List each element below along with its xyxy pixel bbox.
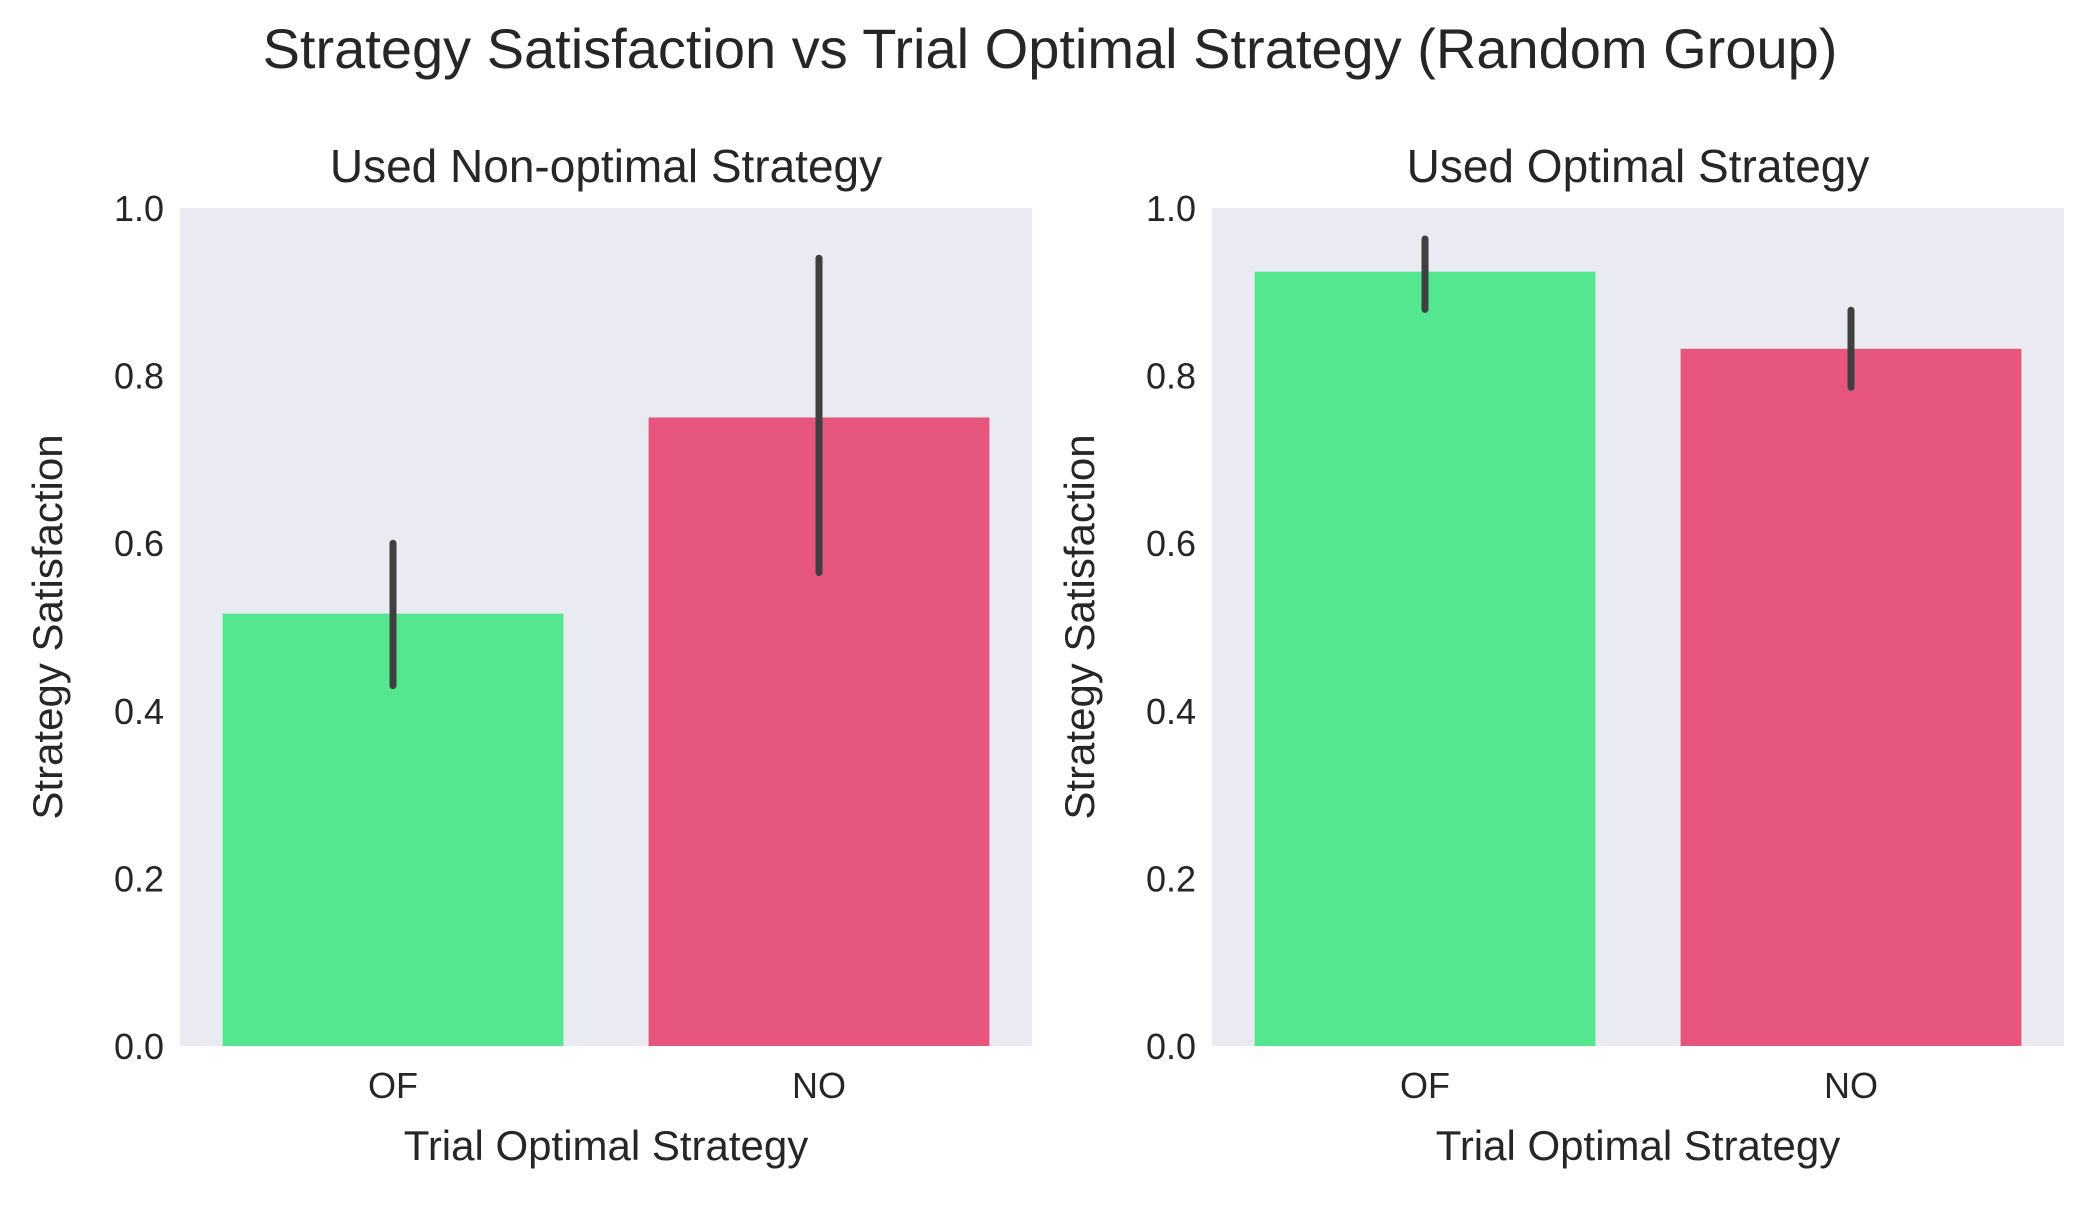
y-tick-label: 0.2 (1146, 858, 1196, 899)
y-tick-label: 0.0 (1146, 1026, 1196, 1067)
y-tick-label: 1.0 (114, 188, 164, 229)
y-tick-label: 0.2 (114, 858, 164, 899)
y-tick-label: 1.0 (1146, 188, 1196, 229)
y-axis-label: Strategy Satisfaction (1056, 434, 1103, 819)
y-tick-label: 0.4 (114, 691, 164, 732)
y-tick-label: 0.6 (1146, 523, 1196, 564)
y-tick-label: 0.0 (114, 1026, 164, 1067)
chart-panel-2: Used Optimal Strategy OF NO 0.0 0.2 0.4 0.6 0.8… (1056, 140, 2064, 1169)
y-axis-label: Strategy Satisfaction (24, 434, 71, 819)
bar-no (1680, 348, 2022, 1046)
figure-title: Strategy Satisfaction vs Trial Optimal S… (263, 17, 1838, 80)
x-tick-label: NO (1824, 1065, 1878, 1106)
x-axis-label: Trial Optimal Strategy (1436, 1122, 1841, 1169)
x-tick-label: OF (368, 1065, 418, 1106)
bar-of (1254, 271, 1596, 1046)
y-tick-label: 0.8 (1146, 356, 1196, 397)
chart-panels: Used Non-optimal Strategy OF NO 0.0 0.2 0.4 0.… (24, 140, 2064, 1169)
y-tick-label: 0.8 (114, 356, 164, 397)
panel-title: Used Optimal Strategy (1407, 140, 1870, 192)
y-tick-label: 0.6 (114, 523, 164, 564)
x-tick-label: NO (792, 1065, 846, 1106)
panel-title: Used Non-optimal Strategy (330, 140, 882, 192)
x-tick-label: OF (1400, 1065, 1450, 1106)
y-tick-label: 0.4 (1146, 691, 1196, 732)
x-axis-label: Trial Optimal Strategy (404, 1122, 809, 1169)
chart-panel-1: Used Non-optimal Strategy OF NO 0.0 0.2 0.4 0.… (24, 140, 1032, 1169)
